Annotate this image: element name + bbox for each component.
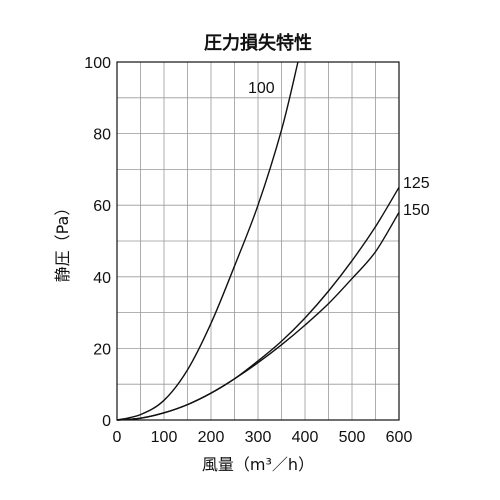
x-tick-label: 500 [339,429,366,446]
x-tick-label: 300 [245,429,272,446]
y-axis-label: 静圧（Pa） [53,200,72,283]
chart-title: 圧力損失特性 [204,32,312,54]
x-tick-label: 100 [151,429,178,446]
x-tick-label: 600 [386,429,413,446]
y-tick-label: 100 [84,55,111,72]
grid [117,62,399,420]
series-line-150 [116,212,400,421]
y-tick-label: 80 [93,127,111,144]
series-labels: 100 125 150 [248,80,430,219]
x-tick-label: 200 [198,429,225,446]
series-label-150: 150 [403,202,430,219]
series-line-100 [116,61,299,421]
y-tick-label: 60 [93,198,111,215]
tick-labels: 0 100 200 300 400 500 600 0 20 40 60 80 100 [84,55,412,446]
x-axis-label: 風量（m³／h） [202,455,314,474]
plot-frame [116,61,400,421]
y-tick-label: 20 [93,341,111,358]
x-tick-label: 0 [113,429,122,446]
y-tick-label: 0 [102,413,111,430]
series-label-100: 100 [248,80,275,97]
series-lines [116,61,400,421]
y-tick-label: 40 [93,270,111,287]
series-label-125: 125 [403,175,430,192]
x-tick-label: 400 [292,429,319,446]
